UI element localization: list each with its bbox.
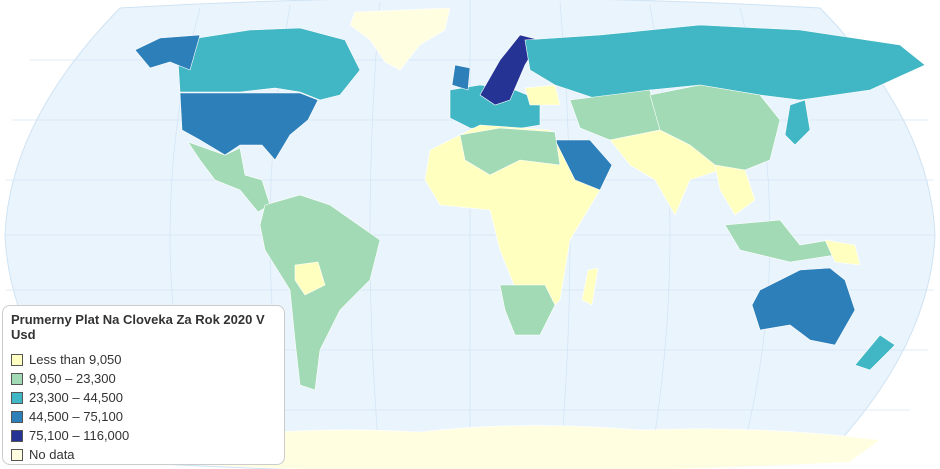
legend-item-9050-23300[interactable]: 9,050 – 23,300 (11, 369, 276, 388)
region-southeast-asia[interactable] (714, 164, 756, 216)
legend-swatch (11, 353, 23, 366)
legend-item-44500-75100[interactable]: 44,500 – 75,100 (11, 407, 276, 426)
region-ukraine[interactable] (524, 84, 561, 106)
region-usa[interactable] (179, 92, 319, 161)
legend-label: 9,050 – 23,300 (29, 371, 116, 386)
legend-label: 75,100 – 116,000 (29, 428, 130, 443)
legend: Prumerny Plat Na Cloveka Za Rok 2020 V U… (2, 305, 285, 465)
region-antarctica[interactable] (149, 425, 881, 469)
legend-swatch (11, 448, 23, 461)
region-alaska[interactable] (134, 34, 201, 71)
region-uk[interactable] (451, 64, 471, 91)
region-canada[interactable] (177, 27, 361, 101)
legend-item-less-than-9050[interactable]: Less than 9,050 (11, 350, 276, 369)
region-bolivia[interactable] (294, 261, 326, 296)
region-russia[interactable] (524, 24, 926, 101)
region-madagascar[interactable] (581, 267, 599, 306)
region-south-america[interactable] (259, 194, 381, 391)
legend-label: No data (29, 447, 75, 462)
region-greenland[interactable] (349, 7, 451, 71)
legend-swatch (11, 410, 23, 423)
legend-label: 23,300 – 44,500 (29, 390, 123, 405)
legend-label: 44,500 – 75,100 (29, 409, 123, 424)
legend-swatch (11, 391, 23, 404)
region-new-guinea[interactable] (824, 239, 861, 266)
legend-item-75100-116000[interactable]: 75,100 – 116,000 (11, 426, 276, 445)
legend-item-no-data[interactable]: No data (11, 445, 276, 464)
legend-title: Prumerny Plat Na Cloveka Za Rok 2020 V U… (11, 312, 265, 342)
region-japan[interactable] (784, 99, 811, 146)
legend-swatch (11, 429, 23, 442)
legend-swatch (11, 372, 23, 385)
region-australia[interactable] (751, 267, 856, 346)
legend-item-23300-44500[interactable]: 23,300 – 44,500 (11, 388, 276, 407)
legend-label: Less than 9,050 (29, 352, 122, 367)
region-north-africa[interactable] (459, 127, 561, 176)
region-new-zealand[interactable] (854, 334, 896, 371)
region-southern-africa[interactable] (499, 284, 556, 336)
region-china[interactable] (649, 84, 781, 173)
